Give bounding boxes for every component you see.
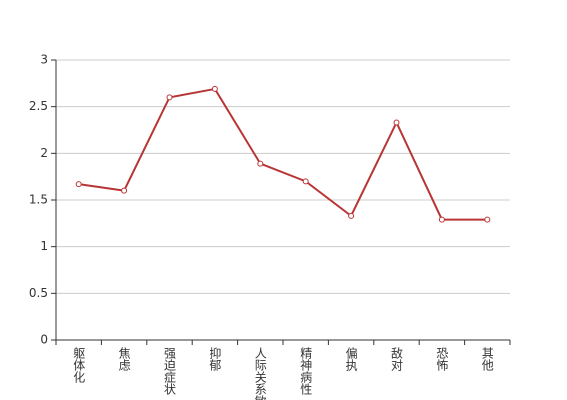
x-tick-label: 精神病性 — [299, 347, 313, 396]
y-tick-label: 1 — [40, 239, 48, 253]
x-tick-label: 焦虑 — [117, 347, 131, 371]
x-tick-label: 偏执 — [344, 346, 358, 372]
x-tick-label: 强迫症状 — [163, 347, 177, 395]
y-tick-label: 3 — [40, 53, 48, 67]
line — [78, 87, 488, 221]
x-tick-label: 其他 — [480, 347, 494, 371]
y-tick-label: 1.5 — [29, 193, 48, 207]
point — [438, 216, 445, 223]
x-tick-label: 抑郁 — [208, 346, 222, 372]
point — [166, 94, 173, 101]
point — [484, 216, 491, 223]
y-tick-label: 0 — [40, 333, 48, 347]
point — [302, 178, 309, 185]
point — [121, 187, 128, 194]
x-tick-label: 躯体化 — [72, 346, 86, 384]
y-tick-label: 2.5 — [29, 99, 48, 113]
point — [75, 181, 82, 188]
y-tick-label: 0.5 — [29, 286, 48, 300]
point — [211, 85, 218, 92]
x-tick-label: 恐怖 — [435, 347, 449, 371]
point — [348, 212, 355, 219]
x-tick-label: 敌对 — [390, 346, 404, 371]
y-tick-label: 2 — [40, 146, 48, 160]
point — [393, 119, 400, 126]
x-tick-label: 人际关系敏感 — [253, 347, 267, 400]
point — [257, 160, 264, 167]
